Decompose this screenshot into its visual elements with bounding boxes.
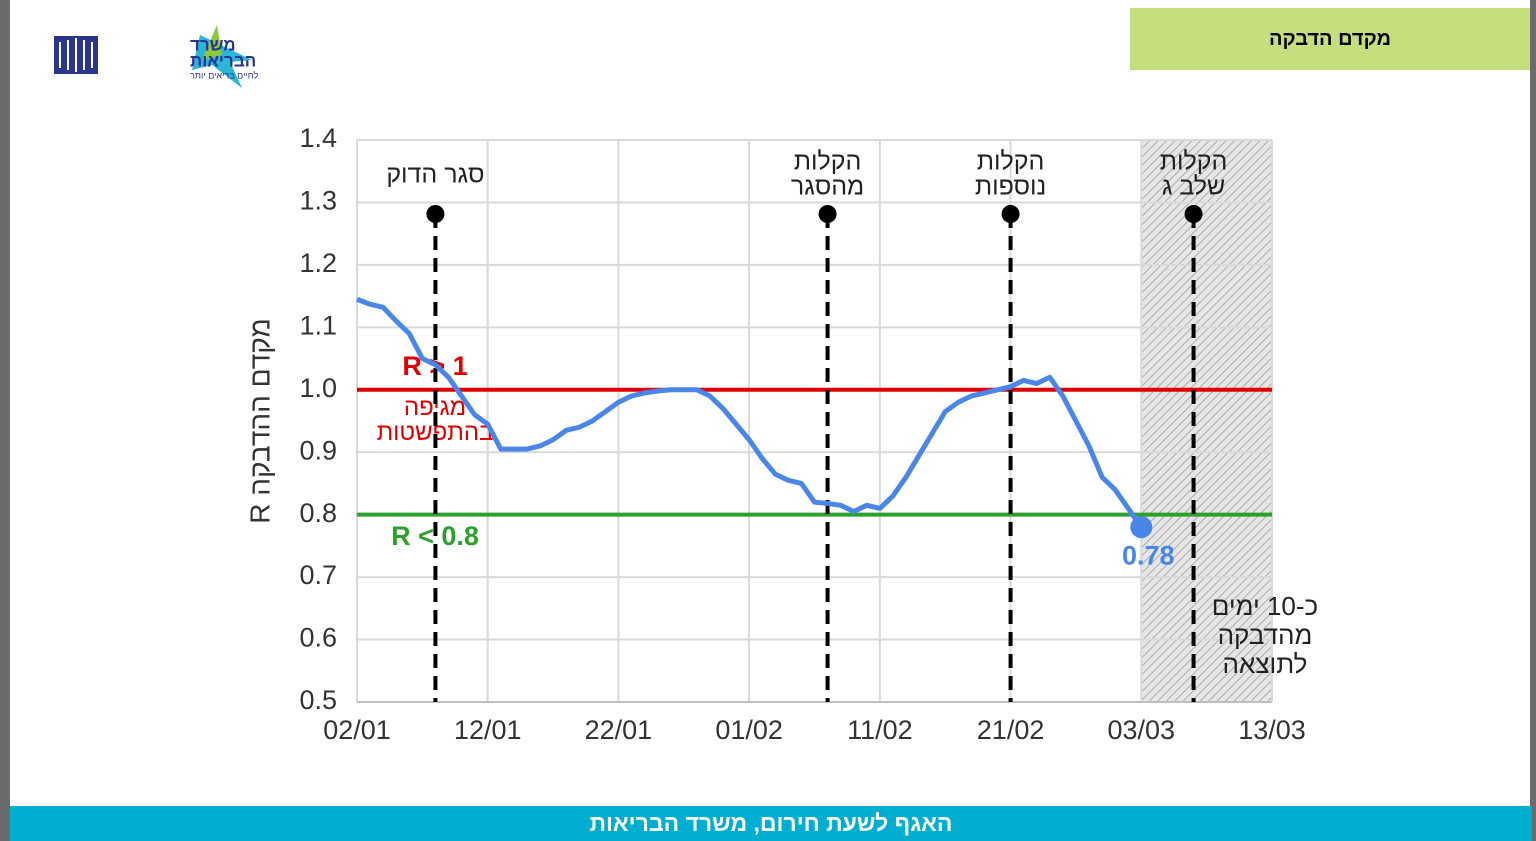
y-tick-label: 0.5 (299, 685, 337, 715)
y-tick-label: 0.9 (299, 435, 337, 465)
x-tick-label: 11/02 (847, 715, 913, 745)
x-tick-label: 13/03 (1238, 715, 1306, 745)
footer: האגף לשעת חירום, משרד הבריאות (10, 806, 1532, 841)
chart: 0.5 0.6 0.7 0.8 0.9 1.0 1.1 1.2 1.3 1.4 02/01 12/01… (244, 123, 1318, 745)
logo: משרד הבריאות לחיים בריאים יותר (54, 25, 258, 88)
event-dot (1001, 205, 1020, 223)
event-dot (1184, 205, 1203, 223)
end-point (1130, 516, 1153, 539)
event-label: מהסגר (791, 173, 864, 201)
event-label: הקלות (977, 148, 1045, 176)
edge (1530, 0, 1536, 841)
y-tick-label: 1.4 (299, 123, 337, 153)
y-tick-label: 0.7 (299, 560, 337, 590)
x-tick-label: 03/03 (1107, 715, 1175, 745)
y-tick-label: 1.1 (299, 310, 337, 340)
shaded-label: לתוצאה (1223, 649, 1308, 679)
edge (0, 0, 10, 841)
y-tick-label: 1.0 (299, 373, 337, 403)
event-label: סגר הדוק (386, 161, 484, 189)
value-label: 0.78 (1122, 540, 1175, 570)
shaded-region (1141, 140, 1272, 702)
x-tick-label: 01/02 (715, 715, 783, 745)
shaded-label: כ-10 ימים (1212, 591, 1318, 621)
y-tick-label: 0.8 (299, 498, 337, 528)
logo-name: משרד (190, 35, 236, 54)
logo-shape (192, 35, 252, 88)
y-tick-label: 0.6 (299, 623, 337, 653)
event-label: הקלות (794, 148, 862, 176)
y-tick-label: 1.2 (299, 248, 337, 278)
logo-shape (202, 25, 222, 60)
event-label: נוספות (975, 173, 1046, 201)
data-line (356, 296, 1144, 529)
shaded-label: מהדבקה (1218, 620, 1313, 650)
logo-tagline: לחיים בריאים יותר (190, 70, 258, 80)
x-tick-label: 02/01 (323, 715, 391, 745)
y-tick-label: 1.3 (299, 186, 337, 216)
x-tick-label: 12/01 (454, 715, 522, 745)
x-tick-label: 22/01 (585, 715, 653, 745)
x-tick-label: 21/02 (977, 715, 1045, 745)
event-label: הקלות (1160, 148, 1228, 176)
logo-name: הבריאות (190, 51, 256, 70)
event-dot (818, 205, 837, 223)
logo-emblem (59, 38, 93, 72)
slide-title: מקדם הדבקה (1130, 8, 1530, 70)
y-axis-label: מקדם ההדבקה R (244, 318, 275, 524)
event-label: שלב ג (1162, 173, 1225, 201)
event-dot (426, 205, 445, 223)
